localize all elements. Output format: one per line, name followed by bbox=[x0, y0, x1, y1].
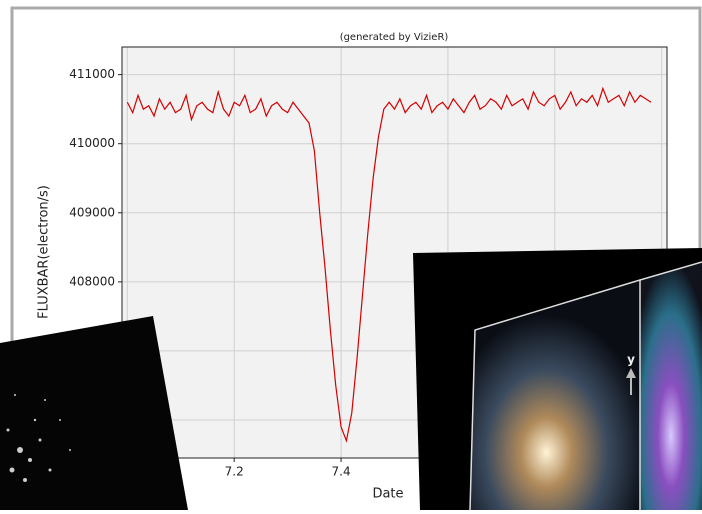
y-tick-label: 410000 bbox=[69, 136, 115, 150]
galaxy-cube-image: y bbox=[413, 248, 702, 510]
y-axis-label: FLUXBAR(electron/s) bbox=[37, 185, 52, 319]
chart-title: (generated by VizieR) bbox=[340, 32, 449, 43]
x-tick-label: 7.2 bbox=[225, 465, 244, 479]
screenshot: (generated by VizieR) FLUXBAR(electron/s… bbox=[0, 0, 702, 510]
galaxy-face-side bbox=[640, 262, 702, 510]
x-axis-label: Date bbox=[372, 487, 403, 502]
cube-axis-label: y bbox=[627, 353, 635, 367]
x-tick-label: 7.4 bbox=[332, 465, 351, 479]
y-tick-label: 411000 bbox=[69, 67, 115, 81]
y-tick-label: 409000 bbox=[69, 205, 115, 219]
y-tick-label: 408000 bbox=[69, 274, 115, 288]
